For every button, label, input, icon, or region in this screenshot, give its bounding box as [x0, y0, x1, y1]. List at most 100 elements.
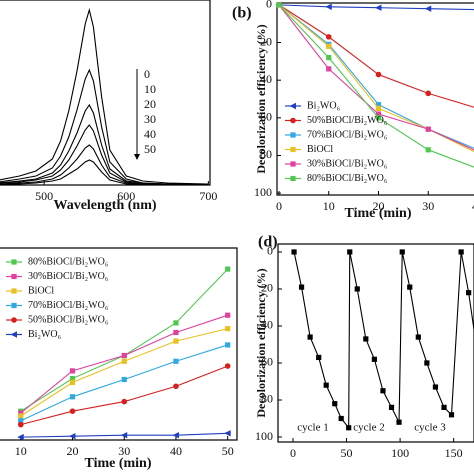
legend-marker — [289, 102, 296, 110]
y-tick-label: 40 — [261, 318, 273, 332]
marker — [224, 430, 231, 437]
marker — [458, 249, 464, 255]
x-tick-label: 50 — [341, 446, 353, 460]
marker — [225, 312, 231, 318]
marker — [441, 404, 447, 410]
legend-marker — [290, 175, 296, 182]
marker — [18, 410, 24, 416]
series — [18, 326, 231, 419]
marker — [448, 412, 455, 418]
marker — [396, 419, 402, 425]
legend-label: 70%BiOCl/Bi₂WO₆ — [307, 129, 388, 140]
marker — [375, 105, 382, 112]
x-tick-label: 150 — [445, 446, 463, 460]
y-axis-label: Decolorization efficiency (%) — [254, 268, 268, 417]
marker — [325, 3, 332, 10]
legend-marker — [11, 273, 17, 280]
marker — [173, 329, 179, 336]
legend-label: BiOCl — [28, 285, 54, 296]
x-tick-label: 0 — [276, 199, 282, 213]
x-tick-label: 40 — [472, 199, 474, 213]
legend-marker — [11, 302, 17, 309]
series — [0, 68, 209, 185]
series — [17, 430, 231, 441]
annotation: cycle 1 — [297, 422, 328, 434]
series — [0, 7, 209, 185]
marker — [375, 102, 382, 108]
marker — [415, 334, 421, 340]
marker — [316, 354, 322, 361]
legend-marker — [290, 161, 296, 167]
plot-frame — [277, 243, 474, 443]
plot-frame — [0, 247, 238, 441]
legend-label: 70%BiOCl/Bi₂WO₆ — [28, 300, 109, 311]
legend-label: 0 — [144, 67, 150, 81]
marker — [323, 382, 329, 388]
series-line — [0, 103, 209, 186]
marker — [17, 433, 24, 441]
marker — [375, 115, 382, 121]
series — [0, 124, 209, 186]
marker — [120, 432, 128, 439]
legend-label: 50%BiOCl/Bi₂WO₆ — [307, 115, 388, 126]
series-line — [278, 4, 474, 149]
y-tick-label: 100 — [255, 429, 273, 443]
marker — [69, 368, 76, 374]
x-tick-label: 700 — [199, 189, 217, 203]
legend-arrow-head — [134, 154, 140, 160]
legend-marker — [10, 331, 17, 338]
marker — [224, 363, 231, 369]
series-line — [0, 68, 209, 185]
marker — [371, 356, 377, 362]
x-axis-label: Time (min) — [344, 206, 411, 221]
legend-marker — [11, 259, 17, 265]
marker — [69, 394, 76, 400]
marker — [172, 432, 179, 439]
marker — [424, 360, 430, 366]
y-tick-label: 60 — [261, 355, 273, 369]
marker — [276, 2, 282, 8]
annotation: cycle 2 — [353, 422, 384, 434]
y-tick-label: 80 — [261, 392, 273, 406]
x-tick-label: 20 — [66, 444, 78, 458]
plot-frame — [0, 0, 211, 186]
marker — [18, 418, 24, 424]
marker — [425, 147, 431, 153]
marker — [374, 4, 382, 11]
marker — [69, 379, 76, 385]
x-tick-label: 40 — [170, 444, 182, 458]
marker — [326, 66, 332, 72]
series — [18, 312, 231, 416]
marker — [298, 284, 305, 290]
series-line — [278, 4, 474, 108]
marker — [354, 286, 360, 292]
series — [276, 2, 474, 108]
legend-label: 30%BiOCl/Bi₂WO₆ — [307, 158, 388, 169]
x-tick-label: 100 — [391, 446, 409, 460]
legend-label: 30%BiOCl/Bi₂WO₆ — [28, 271, 109, 282]
marker — [225, 266, 231, 272]
marker — [407, 284, 413, 290]
x-tick-label: 30 — [422, 199, 434, 213]
y-tick-label: 80 — [260, 147, 272, 161]
legend-label: 80%BiOCl/Bi₂WO₆ — [28, 256, 109, 267]
series — [276, 2, 474, 168]
legend-label: BiOCl — [307, 144, 333, 155]
series-line — [293, 251, 474, 430]
legend-label: 40 — [144, 127, 156, 141]
y-tick-label: 20 — [261, 281, 273, 295]
y-axis-label: Decolorization efficiency (%) — [254, 24, 268, 173]
marker — [121, 352, 127, 359]
marker — [225, 326, 231, 332]
panel-label: (b) — [232, 5, 252, 22]
x-tick-label: 600 — [117, 189, 135, 203]
series-line — [0, 124, 209, 186]
marker — [388, 404, 395, 410]
marker — [466, 290, 472, 296]
legend-marker — [290, 132, 296, 138]
legend-marker — [290, 117, 296, 124]
marker — [121, 376, 127, 383]
marker — [326, 54, 332, 61]
legend-label: 20 — [144, 97, 156, 111]
